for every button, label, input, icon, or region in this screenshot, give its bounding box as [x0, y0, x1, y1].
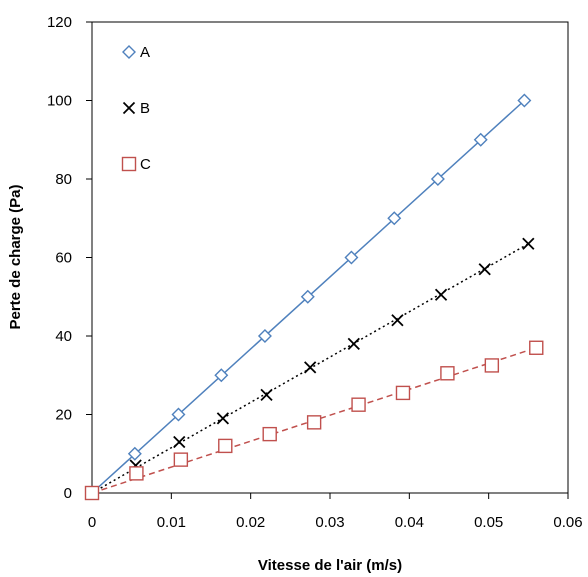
x-tick-label: 0.05	[474, 514, 503, 531]
series-a-point	[344, 250, 359, 265]
series-a-point	[171, 407, 186, 422]
y-tick-label: 40	[55, 328, 72, 345]
x-tick-label: 0.02	[236, 514, 265, 531]
series-c-point	[351, 397, 366, 412]
series-c-point	[440, 366, 455, 381]
series-a-point	[127, 446, 142, 461]
series-c-point	[262, 426, 277, 442]
y-tick-label: 100	[47, 93, 72, 110]
data-markers	[84, 93, 544, 501]
x-marker-stroke	[216, 412, 230, 425]
x-marker-stroke	[260, 388, 273, 402]
series-b-point	[173, 435, 186, 449]
legend-a-marker	[122, 45, 136, 59]
x-tick-label: 0.01	[157, 514, 186, 531]
y-tick-label: 0	[64, 485, 72, 502]
x-tick-label: 0.04	[395, 514, 424, 531]
series-c-point	[306, 415, 322, 430]
series-c-point	[129, 466, 144, 481]
x-marker-stroke	[304, 361, 317, 374]
legend-b-label: B	[140, 100, 150, 117]
x-marker-stroke	[122, 101, 136, 115]
series-c-point	[84, 485, 100, 501]
series-c-point	[529, 340, 544, 355]
series-b-point	[391, 314, 404, 327]
series-b-point	[522, 237, 535, 250]
x-marker-stroke	[391, 314, 404, 327]
y-tick-label: 60	[55, 250, 72, 267]
x-tick-label: 0	[88, 514, 96, 531]
series-b-point	[478, 263, 491, 276]
y-tick-label: 120	[47, 14, 72, 31]
y-tick-label: 80	[55, 171, 72, 188]
legend-c-label: C	[140, 156, 151, 173]
series-a-point	[430, 172, 445, 186]
x-tick-label: 0.03	[315, 514, 344, 531]
series-c-point	[484, 358, 500, 373]
x-marker-stroke	[347, 337, 360, 350]
x-marker-stroke	[434, 288, 448, 301]
x-marker-stroke	[173, 435, 186, 449]
series-b-point	[260, 388, 273, 402]
series-b-point	[216, 412, 230, 425]
x-marker-stroke	[478, 263, 491, 276]
series-a-point	[517, 93, 532, 108]
y-axis-ticks: 0 20 40 60 80 100 120	[47, 14, 92, 502]
series-a-point	[473, 132, 488, 147]
series-c-point	[173, 452, 189, 467]
x-axis-ticks: 0 0.01 0.02 0.03 0.04 0.05 0.06	[88, 493, 583, 531]
x-axis-title: Vitesse de l'air (m/s)	[258, 557, 402, 574]
plot-area	[91, 21, 569, 494]
legend-b-marker	[122, 101, 136, 115]
series-c-point	[395, 385, 411, 401]
legend-c-marker	[121, 156, 137, 172]
series-b-point	[304, 361, 317, 374]
series-c-point	[218, 438, 233, 454]
series-a-point	[214, 368, 229, 383]
x-tick-label: 0.06	[553, 514, 582, 531]
legend: A B C	[121, 44, 151, 173]
series-b-point	[347, 337, 360, 350]
y-axis-title: Perte de charge (Pa)	[7, 184, 24, 329]
series-a-point	[257, 329, 272, 343]
series-b-point	[434, 288, 448, 301]
series-a-point	[300, 289, 315, 304]
legend-a-label: A	[140, 44, 150, 61]
series-a-point	[387, 211, 402, 226]
y-tick-label: 20	[55, 407, 72, 424]
x-marker-stroke	[522, 237, 535, 250]
